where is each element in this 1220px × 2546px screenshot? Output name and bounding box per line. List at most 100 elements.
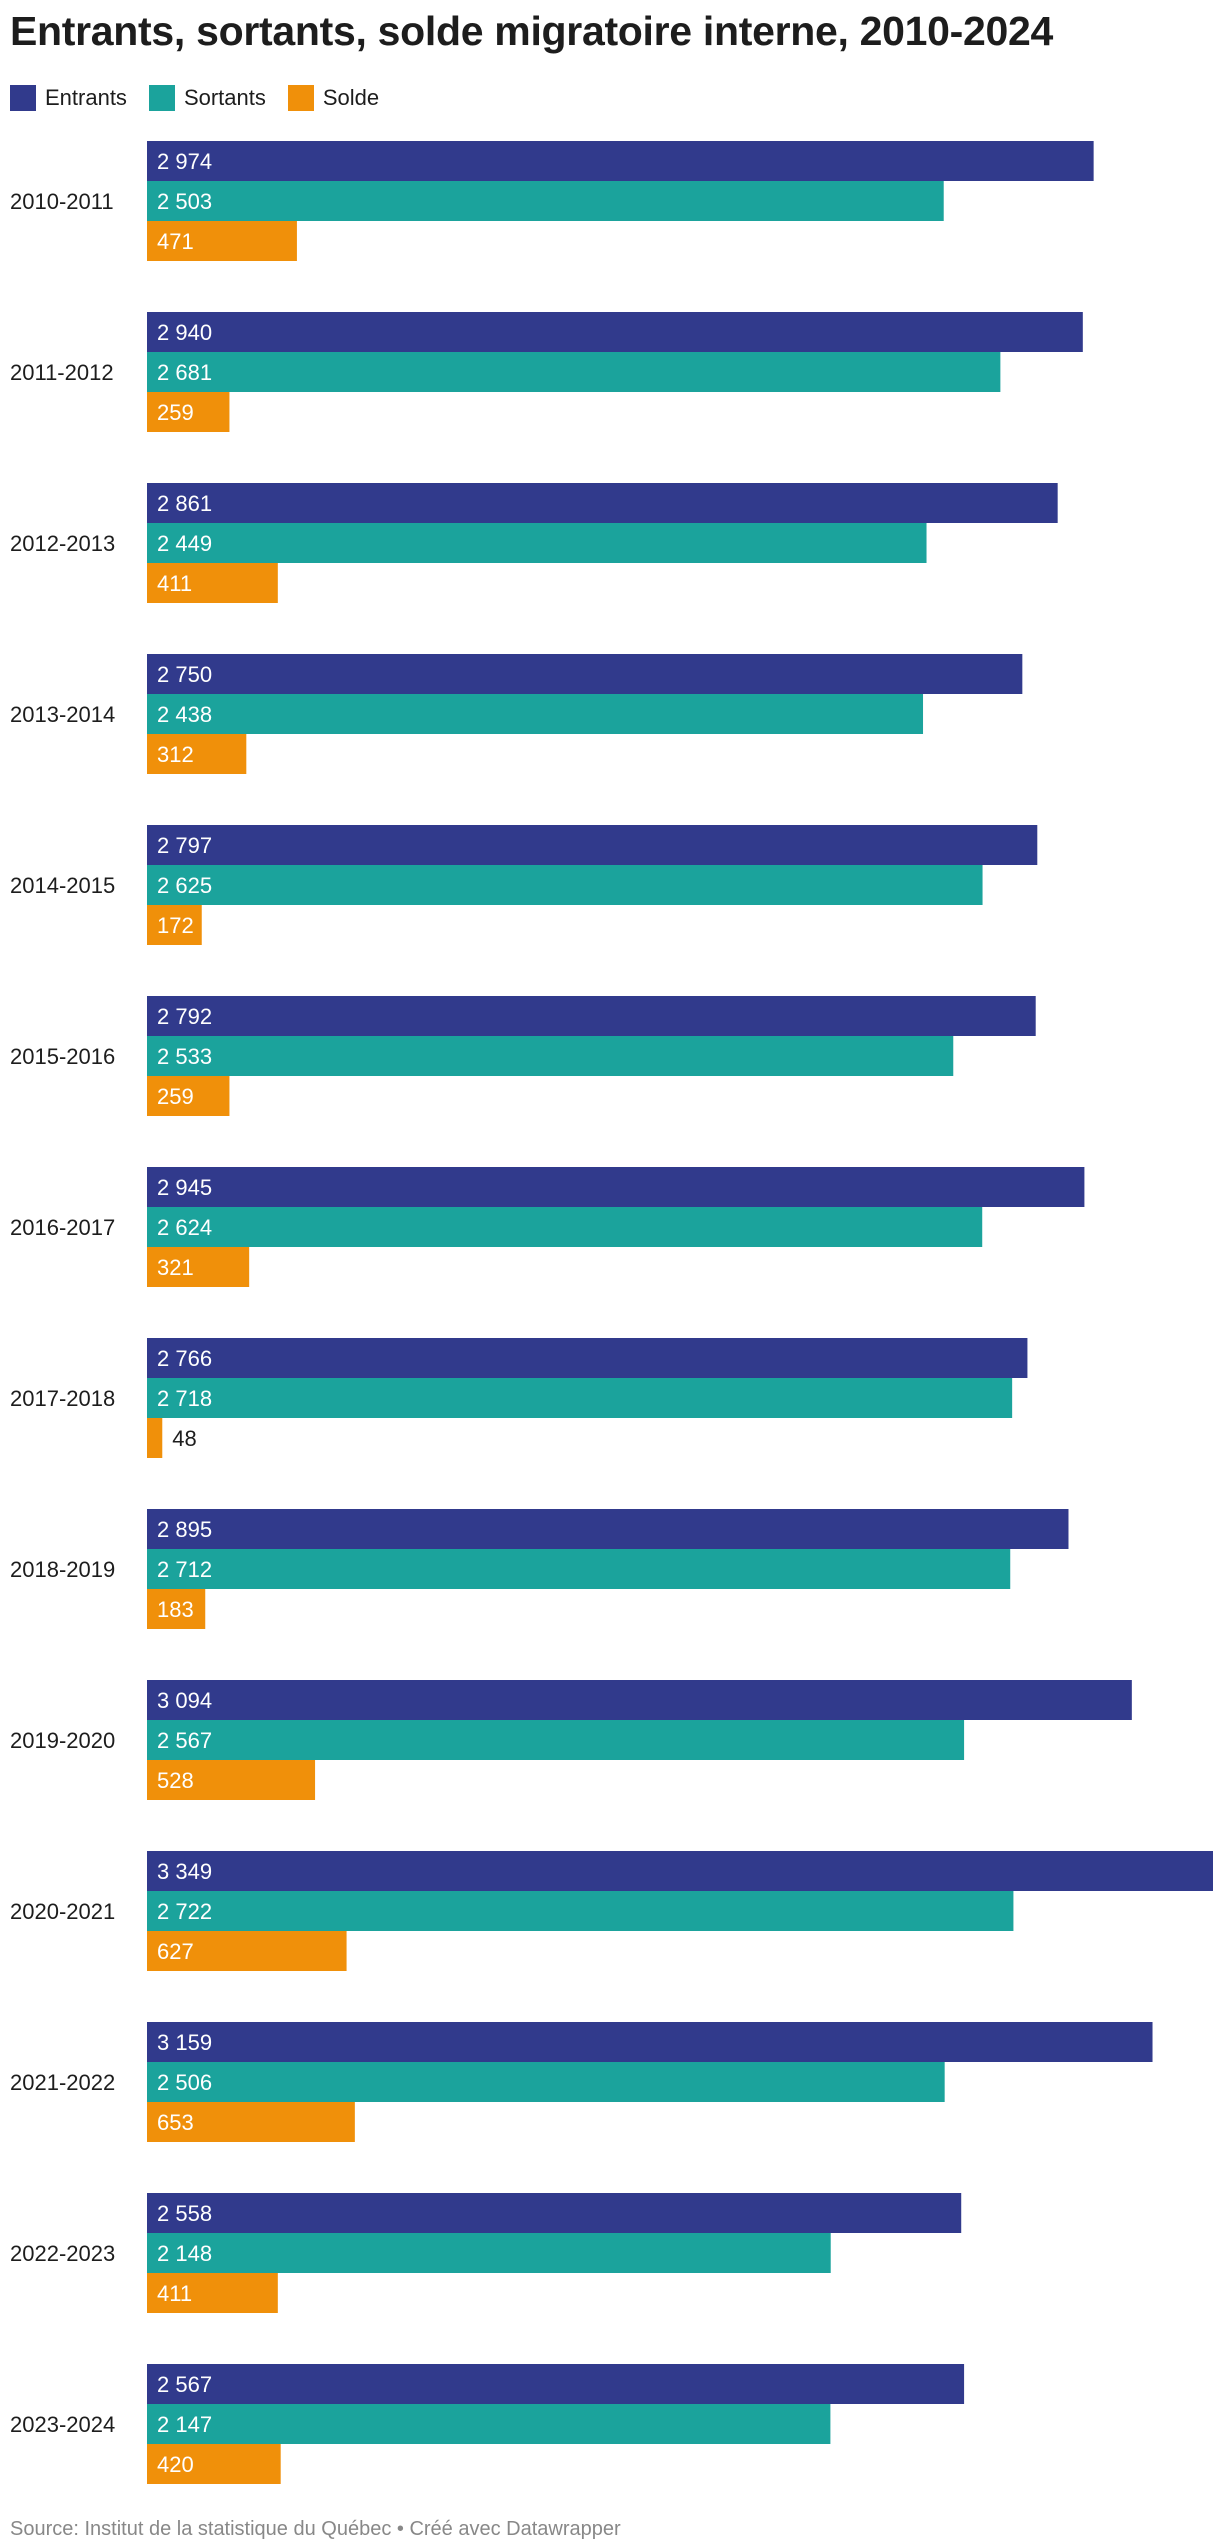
data-label-sortants: 2 533 xyxy=(157,1044,212,1069)
source-note: Source: Institut de la statistique du Qu… xyxy=(10,2518,621,2540)
data-label-solde: 528 xyxy=(157,1768,194,1793)
bar-solde xyxy=(147,1247,250,1287)
data-label-solde: 172 xyxy=(157,913,194,938)
bar-group: 2023-2024 2 567 2 147 420 xyxy=(10,2364,965,2484)
bar-sortants xyxy=(147,1549,1011,1589)
data-label-solde: 471 xyxy=(157,229,194,254)
bar-entrants xyxy=(147,1509,1069,1549)
bar-sortants xyxy=(147,2062,945,2102)
data-label-sortants: 2 722 xyxy=(157,1899,212,1924)
bar-entrants xyxy=(147,1167,1085,1207)
bar-sortants xyxy=(147,1720,965,1760)
category-label: 2022-2023 xyxy=(10,2241,115,2266)
bar-group: 2019-2020 3 094 2 567 528 xyxy=(10,1680,1132,1800)
category-label: 2019-2020 xyxy=(10,1728,115,1753)
bar-sortants xyxy=(147,1891,1014,1931)
category-label: 2014-2015 xyxy=(10,873,115,898)
bar-solde xyxy=(147,1931,347,1971)
data-label-solde: 411 xyxy=(157,2281,192,2306)
bar-solde xyxy=(147,2102,355,2142)
bar-entrants xyxy=(147,483,1058,523)
data-label-solde: 411 xyxy=(157,571,192,596)
bar-group: 2011-2012 2 940 2 681 259 xyxy=(10,312,1083,432)
legend-label-entrants: Entrants xyxy=(45,85,127,110)
bar-sortants xyxy=(147,1207,983,1247)
bar-group: 2020-2021 3 349 2 722 627 xyxy=(10,1851,1213,1971)
legend-item-sortants: Sortants xyxy=(148,85,266,111)
legend: Entrants Sortants Solde xyxy=(10,82,401,114)
bar-entrants xyxy=(147,825,1038,865)
legend-swatch-entrants xyxy=(10,85,36,111)
data-label-entrants: 3 349 xyxy=(157,1859,212,1884)
bar-group: 2013-2014 2 750 2 438 312 xyxy=(10,654,1023,774)
data-label-entrants: 3 159 xyxy=(157,2030,212,2055)
bar-sortants xyxy=(147,2404,831,2444)
category-label: 2016-2017 xyxy=(10,1215,115,1240)
bar-sortants xyxy=(147,865,983,905)
data-label-entrants: 2 861 xyxy=(157,491,212,516)
data-label-solde: 653 xyxy=(157,2110,194,2135)
data-label-sortants: 2 567 xyxy=(157,1728,212,1753)
data-label-entrants: 2 558 xyxy=(157,2201,212,2226)
bar-solde xyxy=(147,2444,281,2484)
data-label-sortants: 2 718 xyxy=(157,1386,212,1411)
data-label-sortants: 2 625 xyxy=(157,873,212,898)
data-label-solde: 312 xyxy=(157,742,194,767)
data-label-entrants: 2 792 xyxy=(157,1004,212,1029)
data-label-sortants: 2 148 xyxy=(157,2241,212,2266)
data-label-sortants: 2 147 xyxy=(157,2412,212,2437)
category-label: 2017-2018 xyxy=(10,1386,115,1411)
bar-entrants xyxy=(147,2022,1153,2062)
data-label-solde: 259 xyxy=(157,1084,194,1109)
data-label-solde: 420 xyxy=(157,2452,194,2477)
data-label-sortants: 2 681 xyxy=(157,360,212,385)
bar-sortants xyxy=(147,2233,831,2273)
bar-group: 2012-2013 2 861 2 449 411 xyxy=(10,483,1058,603)
data-label-sortants: 2 506 xyxy=(157,2070,212,2095)
bar-solde xyxy=(147,392,230,432)
bar-sortants xyxy=(147,694,924,734)
bar-solde xyxy=(147,1418,163,1458)
bar-entrants xyxy=(147,2193,962,2233)
bar-entrants xyxy=(147,654,1023,694)
category-label: 2018-2019 xyxy=(10,1557,115,1582)
data-label-entrants: 2 945 xyxy=(157,1175,212,1200)
bar-solde xyxy=(147,563,278,603)
legend-label-solde: Solde xyxy=(322,85,380,110)
category-label: 2010-2011 xyxy=(10,189,114,214)
bar-entrants xyxy=(147,1338,1028,1378)
bar-group: 2021-2022 3 159 2 506 653 xyxy=(10,2022,1153,2142)
data-label-entrants: 2 940 xyxy=(157,320,212,345)
chart-title: Entrants, sortants, solde migratoire int… xyxy=(10,8,1054,54)
bar-entrants xyxy=(147,312,1083,352)
bar-solde xyxy=(147,1076,230,1116)
data-label-solde: 259 xyxy=(157,400,194,425)
legend-item-solde: Solde xyxy=(287,85,380,111)
data-label-sortants: 2 624 xyxy=(157,1215,212,1240)
bar-solde xyxy=(147,2273,278,2313)
category-label: 2023-2024 xyxy=(10,2412,115,2437)
bar-sortants xyxy=(147,1036,954,1076)
bar-sortants xyxy=(147,1378,1013,1418)
data-label-entrants: 2 750 xyxy=(157,662,212,687)
category-label: 2013-2014 xyxy=(10,702,115,727)
bar-group: 2010-2011 2 974 2 503 471 xyxy=(10,141,1094,261)
legend-swatch-sortants xyxy=(148,85,175,111)
legend-item-entrants: Entrants xyxy=(10,85,127,111)
bar-entrants xyxy=(147,1680,1132,1720)
data-label-solde: 321 xyxy=(157,1255,194,1280)
bar-group: 2022-2023 2 558 2 148 411 xyxy=(10,2193,962,2313)
bar-solde xyxy=(147,1589,206,1629)
bar-group: 2015-2016 2 792 2 533 259 xyxy=(10,996,1036,1116)
category-label: 2021-2022 xyxy=(10,2070,115,2095)
data-label-sortants: 2 438 xyxy=(157,702,212,727)
bar-entrants xyxy=(147,996,1036,1036)
category-label: 2015-2016 xyxy=(10,1044,115,1069)
data-label-entrants: 2 766 xyxy=(157,1346,212,1371)
bar-sortants xyxy=(147,523,927,563)
data-label-solde: 48 xyxy=(172,1426,196,1451)
data-label-entrants: 3 094 xyxy=(157,1688,212,1713)
legend-swatch-solde xyxy=(287,85,314,111)
category-label: 2020-2021 xyxy=(10,1899,115,1924)
category-label: 2012-2013 xyxy=(10,531,115,556)
